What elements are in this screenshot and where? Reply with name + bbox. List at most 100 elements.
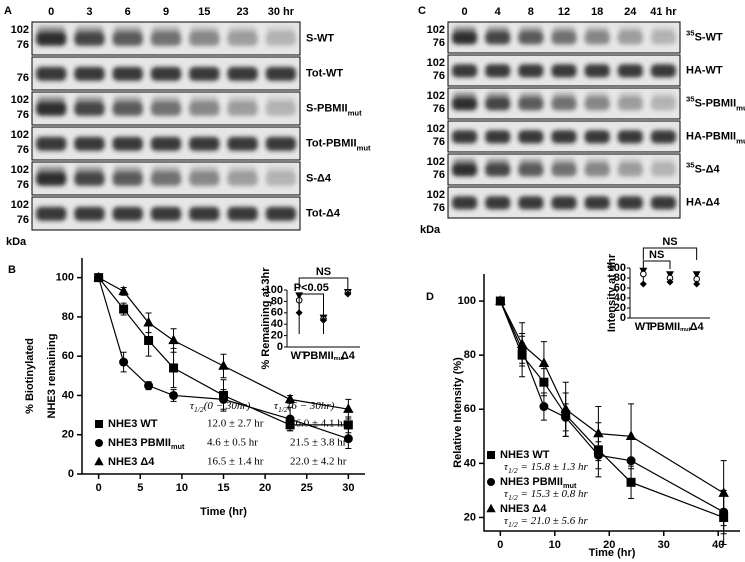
- marker: [495, 295, 506, 305]
- half-life: τ1/2 = 15.8 ± 1.3 hr: [504, 461, 588, 476]
- band-smear: [585, 158, 609, 166]
- band: [74, 101, 105, 116]
- half-life: τ1/2 = 21.0 ± 5.6 hr: [504, 515, 588, 530]
- band: [150, 136, 182, 151]
- marker: [539, 402, 549, 412]
- band: [452, 163, 478, 177]
- mw-label: 76: [17, 214, 29, 226]
- text-part: = 15.3 ± 0.8 hr: [518, 488, 589, 500]
- half-life: 16.0 ± 4.1 hr: [290, 418, 347, 430]
- y-tick-label: 40: [614, 292, 626, 304]
- x-tick-label: 20: [603, 539, 615, 551]
- lane-label: 30 hr: [268, 6, 295, 18]
- band-smear: [486, 26, 510, 34]
- legend-label: NHE3 PBMIImut: [108, 437, 185, 452]
- band-smear: [519, 92, 543, 100]
- marker: [666, 271, 674, 279]
- band-smear: [585, 26, 609, 34]
- y-tick-label: 0: [68, 468, 74, 480]
- lane-label: 24: [624, 6, 637, 18]
- category-label: PBMIImut: [303, 350, 344, 363]
- marker: [344, 290, 352, 298]
- text-part: 1/2: [508, 520, 518, 529]
- mw-label: 102: [11, 199, 29, 211]
- row-label: 35S-PBMIImut: [686, 94, 745, 112]
- band: [150, 101, 182, 116]
- band: [227, 171, 258, 186]
- row-label: HA-PBMIImut: [686, 130, 745, 145]
- band-smear: [453, 158, 477, 166]
- band-smear: [113, 96, 142, 105]
- band: [518, 130, 544, 144]
- band: [189, 136, 220, 151]
- text-part: = 21.0 ± 5.6 hr: [518, 515, 589, 527]
- y-tick-label: 0: [277, 341, 283, 353]
- band-smear: [75, 166, 104, 175]
- marker: [284, 393, 296, 404]
- band-smear: [552, 92, 576, 100]
- band: [551, 196, 577, 210]
- lane-label: 23: [236, 6, 248, 18]
- text-part: = 15.8 ± 1.3 hr: [518, 461, 589, 473]
- mw-label: 102: [427, 189, 445, 201]
- text-part: mut: [680, 327, 690, 333]
- text-part: τ: [504, 488, 509, 500]
- band: [551, 163, 577, 177]
- category-label: Δ4: [690, 321, 705, 333]
- marker: [666, 278, 674, 286]
- band: [551, 31, 577, 45]
- band-smear: [266, 96, 295, 105]
- y-axis-title: NHE3 remaining: [46, 334, 58, 419]
- x-axis-title: Time (hr): [589, 547, 636, 559]
- band: [485, 130, 511, 144]
- band: [485, 196, 511, 210]
- mw-label: 76: [433, 136, 445, 148]
- panel-letter: B: [8, 264, 16, 276]
- marker: [168, 334, 179, 345]
- band: [650, 97, 676, 111]
- lane-label: 3: [86, 6, 92, 18]
- marker: [343, 403, 354, 413]
- row-label: S-PBMIImut: [306, 102, 362, 117]
- band-smear: [151, 26, 181, 35]
- marker: [119, 357, 129, 367]
- lane-label: 0: [48, 6, 54, 18]
- half-life: 12.0 ± 2.7 hr: [207, 418, 264, 430]
- row-label: S-WT: [306, 32, 334, 44]
- annotation: P<0.05: [294, 282, 329, 294]
- lane-label: 6: [125, 6, 131, 18]
- band: [150, 66, 182, 81]
- band-smear: [618, 26, 642, 34]
- legend-label: NHE3 WT: [108, 418, 158, 430]
- band-smear: [190, 26, 219, 35]
- legend-marker: [486, 503, 496, 513]
- text-part: 1/2: [508, 493, 518, 502]
- band: [584, 64, 610, 78]
- band: [74, 66, 105, 81]
- text-part: NHE3 PBMII: [500, 476, 563, 488]
- half-life-header: τ1/2(6 − 30hr): [274, 400, 335, 415]
- marker: [118, 285, 129, 296]
- band: [650, 64, 676, 78]
- text-part: τ: [504, 515, 509, 527]
- band: [452, 31, 478, 45]
- band-smear: [151, 166, 181, 175]
- band: [189, 66, 220, 81]
- marker: [693, 280, 701, 288]
- unit-label: kDa: [420, 224, 441, 236]
- legend-label: NHE3 Δ4: [500, 503, 547, 515]
- band-smear: [190, 166, 219, 175]
- text-part: mut: [348, 108, 363, 117]
- band: [227, 66, 258, 81]
- y-tick-label: 20: [271, 330, 283, 342]
- band: [485, 97, 511, 111]
- y-tick-label: 40: [464, 457, 476, 469]
- band-smear: [113, 166, 142, 175]
- mw-label: 102: [427, 57, 445, 69]
- band: [584, 130, 610, 144]
- text-part: τ: [504, 461, 509, 473]
- text-part: mut: [334, 356, 344, 362]
- y-tick-label: 100: [265, 284, 283, 296]
- half-life: 21.5 ± 3.8 hr: [290, 437, 347, 449]
- band: [452, 64, 478, 78]
